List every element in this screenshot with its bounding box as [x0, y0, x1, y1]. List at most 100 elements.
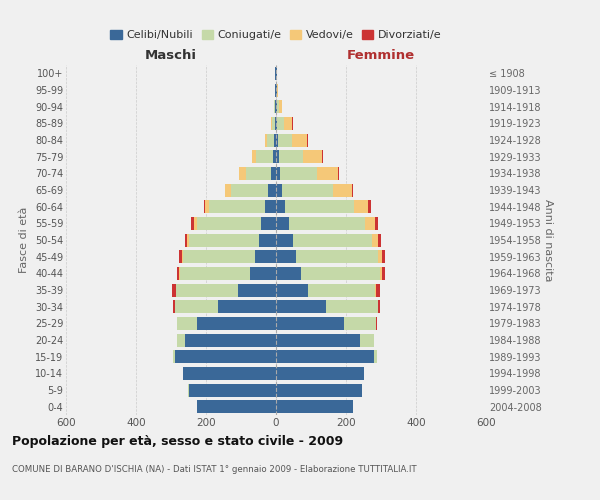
Bar [374, 350, 377, 363]
Bar [308, 284, 376, 296]
Text: Maschi: Maschi [145, 48, 197, 62]
Bar [191, 217, 194, 230]
Bar [276, 300, 326, 313]
Bar [218, 300, 276, 313]
Bar [376, 317, 377, 330]
Bar [197, 317, 276, 330]
Bar [182, 250, 183, 263]
Bar [378, 300, 380, 313]
Bar [209, 200, 265, 213]
Bar [277, 117, 284, 130]
Bar [276, 84, 277, 96]
Bar [255, 250, 276, 263]
Bar [239, 167, 245, 180]
Bar [176, 284, 238, 296]
Bar [275, 67, 276, 80]
Bar [276, 217, 289, 230]
Bar [276, 334, 360, 346]
Bar [268, 184, 276, 196]
Bar [326, 300, 377, 313]
Bar [266, 134, 274, 146]
Bar [285, 200, 355, 213]
Bar [276, 234, 293, 246]
Bar [279, 150, 302, 163]
Bar [279, 100, 283, 113]
Bar [365, 217, 374, 230]
Bar [278, 134, 292, 146]
Bar [289, 217, 365, 230]
Bar [194, 217, 197, 230]
Bar [175, 300, 218, 313]
Bar [292, 134, 307, 146]
Bar [225, 184, 230, 196]
Bar [280, 167, 317, 180]
Bar [276, 134, 278, 146]
Bar [382, 250, 385, 263]
Bar [378, 234, 380, 246]
Y-axis label: Anni di nascita: Anni di nascita [542, 198, 553, 281]
Bar [281, 184, 334, 196]
Bar [355, 200, 368, 213]
Bar [185, 234, 187, 246]
Bar [177, 317, 197, 330]
Bar [284, 117, 292, 130]
Bar [182, 367, 183, 380]
Bar [205, 200, 209, 213]
Bar [275, 84, 276, 96]
Bar [175, 350, 276, 363]
Bar [275, 100, 276, 113]
Bar [380, 267, 382, 280]
Bar [352, 184, 353, 196]
Bar [276, 150, 279, 163]
Bar [317, 167, 338, 180]
Legend: Celibi/Nubili, Coniugati/e, Vedovi/e, Divorziati/e: Celibi/Nubili, Coniugati/e, Vedovi/e, Di… [106, 25, 446, 44]
Bar [374, 217, 377, 230]
Bar [250, 267, 276, 280]
Bar [262, 217, 276, 230]
Bar [334, 184, 352, 196]
Bar [276, 117, 277, 130]
Bar [183, 367, 276, 380]
Bar [230, 184, 268, 196]
Bar [178, 334, 185, 346]
Bar [276, 400, 353, 413]
Bar [197, 217, 262, 230]
Bar [274, 100, 275, 113]
Bar [276, 317, 344, 330]
Bar [271, 167, 276, 180]
Text: COMUNE DI BARANO D'ISCHIA (NA) - Dati ISTAT 1° gennaio 2009 - Elaborazione TUTTI: COMUNE DI BARANO D'ISCHIA (NA) - Dati IS… [12, 465, 416, 474]
Bar [376, 284, 380, 296]
Bar [180, 267, 250, 280]
Text: Popolazione per età, sesso e stato civile - 2009: Popolazione per età, sesso e stato civil… [12, 435, 343, 448]
Bar [197, 400, 276, 413]
Bar [185, 334, 276, 346]
Bar [322, 150, 323, 163]
Text: Femmine: Femmine [347, 48, 415, 62]
Bar [189, 234, 259, 246]
Bar [238, 284, 276, 296]
Bar [276, 350, 374, 363]
Bar [371, 234, 378, 246]
Bar [187, 234, 189, 246]
Bar [368, 200, 371, 213]
Bar [276, 67, 277, 80]
Bar [265, 200, 276, 213]
Bar [256, 150, 272, 163]
Bar [276, 184, 281, 196]
Bar [296, 250, 377, 263]
Bar [276, 284, 308, 296]
Bar [252, 150, 256, 163]
Bar [276, 367, 364, 380]
Bar [172, 284, 176, 296]
Bar [301, 267, 380, 280]
Bar [272, 117, 275, 130]
Bar [377, 250, 382, 263]
Bar [259, 234, 276, 246]
Bar [203, 200, 205, 213]
Bar [179, 267, 180, 280]
Bar [302, 150, 322, 163]
Bar [183, 250, 255, 263]
Bar [275, 117, 276, 130]
Bar [265, 134, 266, 146]
Bar [344, 317, 376, 330]
